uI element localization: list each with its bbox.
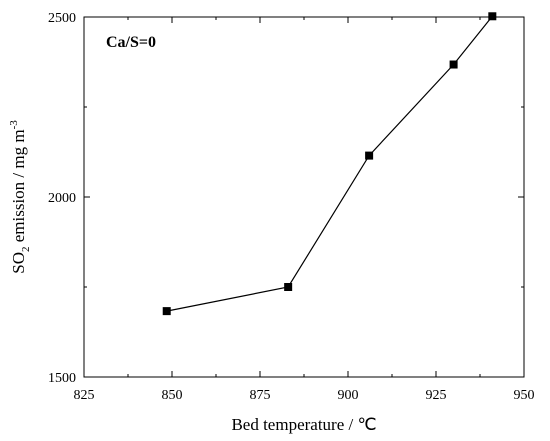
x-tick-label: 900: [338, 388, 359, 403]
y-tick-label: 1500: [48, 371, 76, 386]
chart-annotation: Ca/S=0: [106, 34, 156, 51]
y-tick-label: 2500: [48, 11, 76, 26]
y-axis-label: SO2 emission / mg m-3: [8, 120, 32, 274]
x-tick-label: 950: [514, 388, 535, 403]
axis-ticks: [83, 16, 525, 378]
series-group: [162, 12, 497, 316]
x-tick-label: 925: [426, 388, 447, 403]
y-tick-label: 2000: [48, 191, 76, 206]
axis-tick-labels: 825 850 875 900 925 950 1500 2000 2500: [48, 11, 535, 403]
plot-frame: [83, 16, 525, 378]
x-tick-label: 875: [250, 388, 271, 403]
series-line: [166, 15, 493, 312]
data-point: [365, 151, 374, 160]
data-point: [284, 283, 293, 291]
x-axis-label: Bed temperature / ℃: [231, 415, 376, 434]
data-point: [449, 60, 458, 69]
data-point: [162, 307, 171, 316]
x-tick-label: 825: [74, 388, 95, 403]
data-point: [488, 12, 497, 21]
y-axis-label-prefix: SO: [9, 252, 28, 274]
y-axis-label-sup: -3: [8, 120, 20, 130]
x-tick-label: 850: [162, 388, 183, 403]
y-axis-label-middle: emission / mg m: [9, 129, 28, 246]
y-axis-label-sub: 2: [20, 247, 32, 253]
